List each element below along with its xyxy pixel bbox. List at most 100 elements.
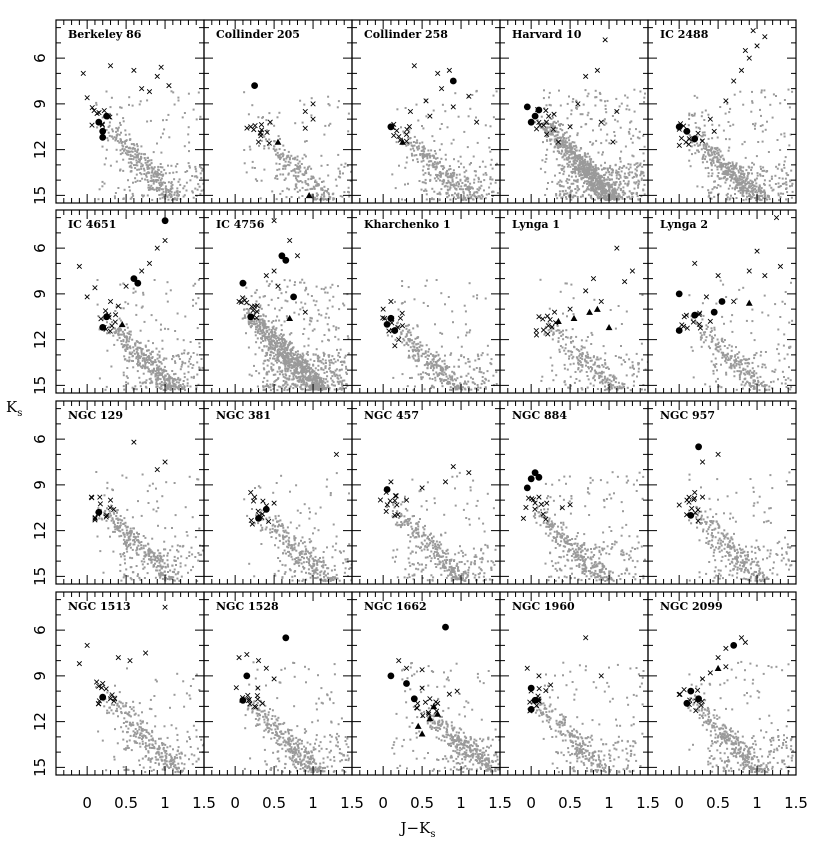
field-star — [772, 93, 775, 96]
field-star — [132, 287, 135, 290]
field-star — [135, 161, 138, 164]
field-star — [323, 288, 326, 291]
field-star — [305, 288, 308, 291]
field-star — [416, 146, 419, 149]
field-star — [306, 360, 309, 363]
field-star — [566, 150, 569, 153]
field-star — [488, 186, 491, 189]
field-star — [543, 127, 546, 130]
field-star — [264, 339, 267, 342]
field-star — [643, 183, 646, 186]
field-star — [600, 99, 603, 102]
field-star — [125, 149, 128, 152]
field-star — [274, 347, 277, 350]
field-star — [423, 388, 426, 391]
field-star — [284, 365, 287, 368]
field-star — [154, 361, 157, 364]
field-star — [574, 166, 577, 169]
field-star — [580, 167, 583, 170]
field-star — [323, 353, 326, 356]
field-star — [199, 193, 202, 196]
field-star — [742, 187, 745, 190]
field-star — [489, 182, 492, 185]
field-star — [559, 124, 561, 127]
field-star — [292, 157, 294, 160]
field-star — [347, 190, 349, 193]
field-star — [172, 384, 175, 387]
field-star — [285, 291, 288, 294]
field-star — [345, 367, 348, 370]
field-star — [566, 158, 569, 161]
field-star — [604, 173, 607, 176]
field-star — [423, 189, 426, 192]
field-star — [613, 198, 616, 201]
field-star — [578, 168, 581, 171]
field-star — [420, 149, 423, 152]
field-star — [265, 373, 268, 376]
field-star — [135, 313, 138, 316]
field-star — [187, 92, 190, 95]
field-star — [254, 291, 257, 294]
field-star — [323, 185, 326, 188]
field-star — [164, 172, 167, 175]
field-star — [595, 188, 598, 191]
field-star — [125, 341, 128, 344]
field-star — [563, 158, 566, 161]
field-star — [263, 345, 266, 348]
field-star — [589, 141, 592, 143]
field-star — [121, 152, 124, 155]
field-star — [293, 354, 296, 356]
field-star — [303, 103, 306, 106]
field-star — [595, 174, 598, 177]
field-star — [282, 344, 285, 347]
field-star — [316, 183, 319, 186]
candidate-cross — [738, 67, 745, 73]
field-star — [151, 171, 153, 174]
field-star — [122, 371, 125, 374]
field-star — [464, 381, 467, 384]
field-star — [564, 141, 567, 144]
field-star — [98, 328, 101, 331]
field-star — [477, 355, 480, 358]
field-star — [125, 323, 128, 326]
field-star — [404, 107, 407, 109]
field-star — [736, 177, 739, 180]
field-star — [130, 143, 133, 146]
field-star — [304, 155, 307, 158]
field-star — [357, 177, 359, 179]
field-star — [271, 335, 274, 338]
field-star — [628, 132, 631, 135]
candidate-cross — [271, 218, 277, 224]
field-star — [266, 337, 268, 340]
field-star — [149, 382, 152, 385]
field-star — [556, 144, 559, 147]
field-star — [454, 187, 457, 190]
field-star — [135, 159, 138, 162]
field-star — [301, 278, 304, 281]
field-star — [574, 170, 576, 173]
field-star — [295, 357, 298, 360]
field-star — [332, 325, 335, 328]
field-star — [406, 156, 409, 159]
field-star — [722, 172, 725, 175]
field-star — [604, 195, 607, 198]
member-star — [523, 103, 531, 111]
field-star — [262, 134, 265, 137]
field-star — [435, 179, 438, 182]
field-star — [569, 147, 572, 150]
field-star — [289, 352, 292, 355]
field-star — [293, 357, 296, 360]
field-star — [636, 174, 638, 177]
field-star — [732, 171, 735, 174]
field-star — [766, 198, 768, 201]
field-star — [286, 370, 289, 373]
field-star — [439, 179, 441, 182]
field-star — [562, 185, 565, 188]
field-star — [468, 163, 471, 166]
field-star — [587, 152, 589, 155]
field-star — [328, 361, 331, 364]
field-star — [439, 175, 442, 178]
field-star — [310, 367, 313, 370]
field-star — [626, 184, 629, 187]
field-star — [265, 383, 268, 386]
